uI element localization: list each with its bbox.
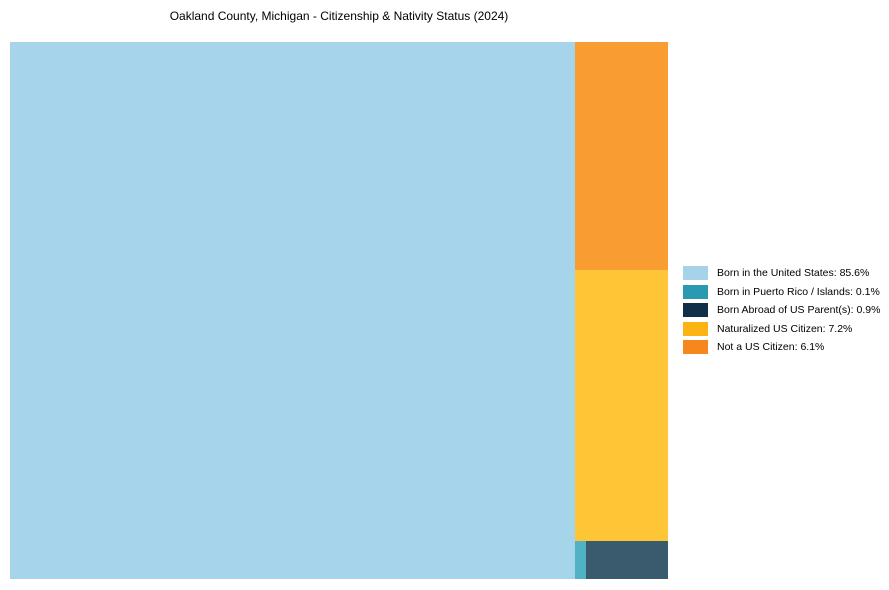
legend-item-born-abroad-of-us-parents: Born Abroad of US Parent(s): 0.9%	[683, 303, 880, 317]
legend-label: Born in the United States: 85.6%	[717, 267, 870, 279]
legend-item-not-a-us-citizen: Not a US Citizen: 6.1%	[683, 340, 880, 354]
treemap-rect-not-a-us-citizen	[575, 42, 668, 270]
treemap-plot-area	[10, 42, 668, 579]
treemap-rect-naturalized-us-citizen	[575, 270, 668, 541]
treemap-rect-born-in-united-states	[10, 42, 575, 579]
legend-swatch-born-abroad-of-us-parents	[683, 303, 708, 317]
chart-title: Oakland County, Michigan - Citizenship &…	[169, 9, 509, 23]
legend-item-naturalized-us-citizen: Naturalized US Citizen: 7.2%	[683, 321, 880, 336]
legend-swatch-born-in-puerto-rico-islands	[683, 284, 708, 299]
legend-swatch-not-a-us-citizen	[683, 340, 708, 354]
legend-label: Not a US Citizen: 6.1%	[717, 341, 825, 353]
treemap-rect-born-abroad-of-us-parents	[586, 541, 668, 579]
legend-label: Naturalized US Citizen: 7.2%	[717, 322, 853, 335]
legend-label: Born in Puerto Rico / Islands: 0.1%	[717, 285, 880, 298]
legend-item-born-in-united-states: Born in the United States: 85.6%	[683, 266, 880, 280]
legend: Born in the United States: 85.6% Born in…	[683, 266, 880, 359]
legend-swatch-naturalized-us-citizen	[683, 321, 708, 336]
legend-label: Born Abroad of US Parent(s): 0.9%	[717, 304, 881, 316]
legend-item-born-in-puerto-rico-islands: Born in Puerto Rico / Islands: 0.1%	[683, 284, 880, 299]
legend-swatch-born-in-united-states	[683, 266, 708, 280]
treemap-rect-born-in-puerto-rico-islands	[575, 541, 586, 579]
